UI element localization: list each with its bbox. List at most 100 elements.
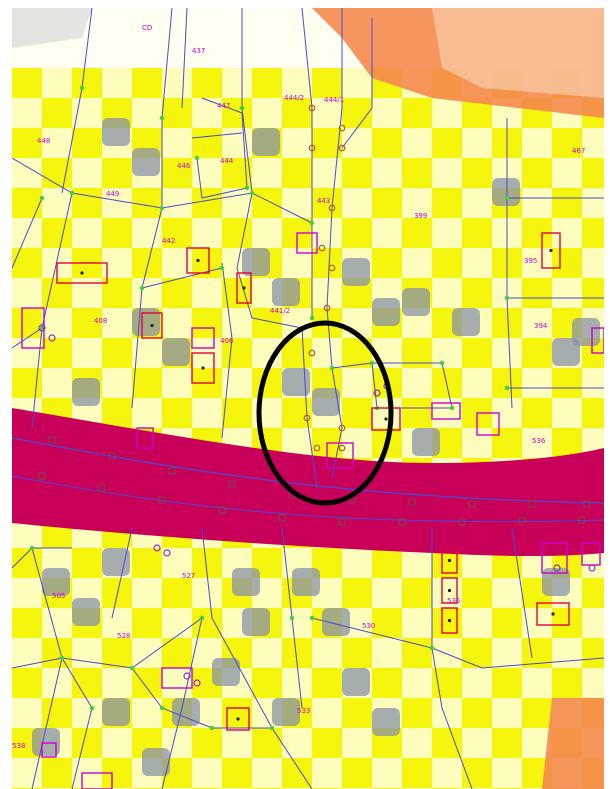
pale-tile	[72, 698, 102, 728]
grey-block	[412, 428, 440, 456]
yellow-tile	[402, 758, 432, 788]
cadastral-map[interactable]: CD 437 444/2 444/1 448 447 446 444 443 4…	[12, 8, 604, 789]
road-marker	[458, 518, 466, 526]
building-footprint	[21, 307, 45, 349]
pale-tile	[582, 608, 604, 638]
building-centroid	[80, 271, 84, 275]
pale-tile	[192, 218, 222, 248]
yellow-tile	[222, 218, 252, 248]
yellow-tile	[342, 158, 372, 188]
pale-tile	[312, 98, 342, 128]
boundary-vertex	[209, 725, 215, 731]
building-footprint	[541, 542, 568, 574]
yellow-tile	[312, 668, 342, 698]
building-marker	[153, 544, 161, 552]
pale-tile	[42, 608, 72, 638]
pale-tile	[402, 128, 432, 158]
grey-block	[102, 698, 130, 726]
yellow-tile	[132, 248, 162, 278]
yellow-tile	[462, 158, 492, 188]
yellow-tile	[522, 338, 552, 368]
survey-point	[338, 444, 346, 452]
grey-block	[212, 658, 240, 686]
building-marker	[193, 679, 201, 687]
grey-block	[132, 148, 160, 176]
pale-tile	[102, 668, 132, 698]
pale-tile	[342, 128, 372, 158]
yellow-tile	[162, 278, 192, 308]
grey-block	[292, 568, 320, 596]
yellow-tile	[492, 608, 522, 638]
yellow-tile	[432, 728, 462, 758]
yellow-tile	[432, 368, 462, 398]
pale-tile	[102, 68, 132, 98]
survey-point	[328, 264, 336, 272]
yellow-tile	[192, 188, 222, 218]
pale-tile	[582, 668, 604, 698]
road-marker	[528, 500, 536, 508]
yellow-tile	[42, 158, 72, 188]
yellow-tile	[492, 668, 522, 698]
yellow-tile	[222, 338, 252, 368]
yellow-tile	[162, 218, 192, 248]
survey-point	[308, 349, 316, 357]
yellow-tile	[192, 728, 222, 758]
building-centroid	[447, 558, 452, 563]
boundary-vertex	[329, 365, 335, 371]
building-marker	[163, 549, 171, 557]
pale-tile	[132, 638, 162, 668]
yellow-tile	[522, 158, 552, 188]
highlight-ellipse[interactable]	[256, 320, 394, 506]
boundary-vertex	[289, 615, 295, 621]
boundary-vertex	[39, 325, 45, 331]
pale-tile	[492, 758, 522, 788]
yellow-tile	[552, 128, 582, 158]
yellow-tile	[72, 728, 102, 758]
yellow-tile	[12, 668, 42, 698]
grey-block	[272, 278, 300, 306]
building-centroid	[447, 588, 452, 593]
yellow-tile	[312, 188, 342, 218]
boundary-vertex	[309, 615, 315, 621]
road-marker	[38, 472, 46, 480]
plot-label: 441/2	[270, 307, 290, 315]
yellow-tile	[12, 68, 42, 98]
building-footprint	[136, 427, 154, 449]
yellow-tile	[12, 608, 42, 638]
yellow-tile	[132, 608, 162, 638]
survey-point	[318, 244, 326, 252]
yellow-tile	[132, 188, 162, 218]
boundary-vertex	[159, 705, 165, 711]
pale-tile	[462, 608, 492, 638]
yellow-tile	[102, 158, 132, 188]
plot-label: 406	[220, 337, 234, 345]
pale-tile	[312, 758, 342, 788]
plot-label: 399	[414, 212, 427, 220]
pale-tile	[432, 758, 462, 788]
grey-block	[162, 338, 190, 366]
building-footprint	[441, 607, 458, 634]
building-footprint	[191, 327, 215, 349]
grey-block	[312, 388, 340, 416]
plot-label: 408	[94, 317, 107, 325]
yellow-tile	[192, 308, 222, 338]
boundary-vertex	[504, 195, 510, 201]
yellow-tile	[582, 398, 604, 428]
yellow-tile	[12, 188, 42, 218]
pale-tile	[132, 398, 162, 428]
pale-tile	[312, 638, 342, 668]
grey-block	[272, 698, 300, 726]
map-canvas[interactable]: CD 437 444/2 444/1 448 447 446 444 443 4…	[12, 8, 604, 789]
yellow-tile	[102, 638, 132, 668]
building-footprints[interactable]	[21, 232, 604, 789]
yellow-tile	[522, 278, 552, 308]
pale-tile	[312, 158, 342, 188]
pale-tile	[252, 98, 282, 128]
road-marker	[578, 516, 586, 524]
grey-block	[72, 598, 100, 626]
pale-tile	[522, 308, 552, 338]
pale-tile	[492, 578, 522, 608]
yellow-tile	[312, 728, 342, 758]
plot-label: 535	[447, 597, 460, 605]
pale-tile	[42, 188, 72, 218]
